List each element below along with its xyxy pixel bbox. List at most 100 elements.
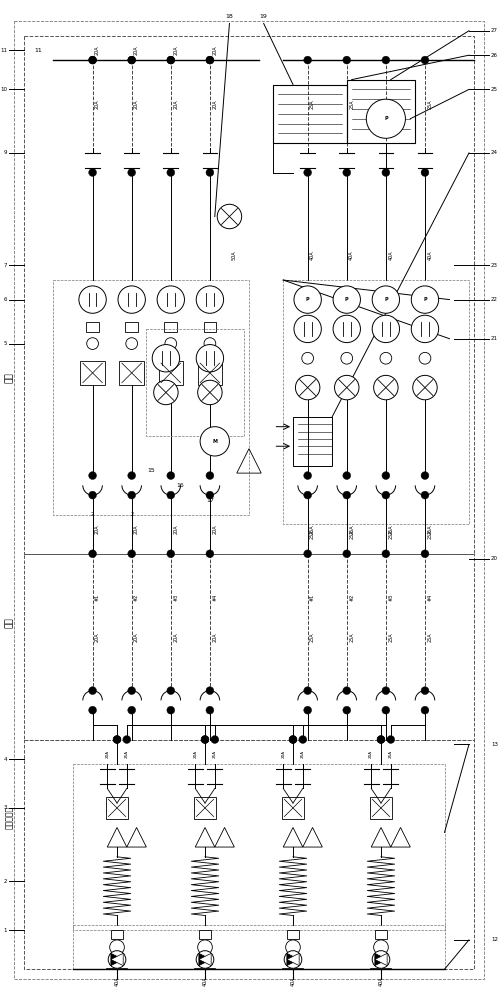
Text: 2: 2 — [91, 512, 94, 517]
Circle shape — [341, 352, 353, 364]
Bar — [375, 930, 387, 939]
Polygon shape — [111, 953, 123, 966]
Text: 20A: 20A — [173, 525, 178, 534]
Text: 25A: 25A — [125, 750, 129, 758]
Circle shape — [289, 736, 297, 743]
Circle shape — [335, 375, 359, 400]
Text: 20A: 20A — [95, 525, 100, 534]
Text: 20A: 20A — [281, 750, 285, 758]
Polygon shape — [287, 953, 299, 966]
Circle shape — [200, 427, 230, 456]
Circle shape — [89, 491, 97, 499]
Text: #1: #1 — [95, 594, 100, 601]
Circle shape — [167, 56, 175, 64]
Text: 2: 2 — [130, 512, 133, 517]
Text: 12: 12 — [491, 937, 498, 942]
Text: 25A: 25A — [388, 529, 393, 539]
Circle shape — [295, 375, 320, 400]
Text: 6: 6 — [3, 297, 7, 302]
Text: 17: 17 — [206, 497, 214, 502]
Bar — [158, 361, 183, 385]
Circle shape — [128, 550, 135, 558]
Text: 20A: 20A — [212, 525, 217, 534]
Circle shape — [167, 706, 175, 714]
Circle shape — [196, 286, 224, 313]
Circle shape — [128, 56, 135, 64]
Text: 25A: 25A — [388, 632, 393, 642]
Text: 20A: 20A — [193, 750, 197, 758]
Text: 40A: 40A — [427, 251, 432, 260]
Text: 25A: 25A — [349, 99, 354, 109]
Circle shape — [382, 706, 390, 714]
Circle shape — [286, 940, 300, 955]
Circle shape — [206, 472, 214, 479]
Text: #4: #4 — [212, 594, 217, 601]
Text: 25A: 25A — [349, 525, 354, 534]
Circle shape — [89, 687, 97, 695]
Text: 20A: 20A — [173, 632, 178, 642]
Circle shape — [201, 736, 209, 743]
Bar — [283, 280, 469, 524]
Text: 25A: 25A — [213, 750, 217, 758]
Bar — [86, 322, 99, 332]
Circle shape — [304, 56, 312, 64]
Bar — [164, 322, 177, 332]
Text: 3: 3 — [3, 805, 7, 810]
Circle shape — [165, 338, 177, 349]
Circle shape — [206, 687, 214, 695]
Circle shape — [382, 472, 390, 479]
Polygon shape — [199, 953, 211, 966]
Circle shape — [128, 706, 135, 714]
Text: 20A: 20A — [173, 45, 178, 55]
Circle shape — [89, 550, 97, 558]
Circle shape — [411, 315, 439, 343]
Text: 7: 7 — [3, 263, 7, 268]
Text: 20A: 20A — [134, 45, 139, 55]
Circle shape — [87, 338, 99, 349]
Circle shape — [382, 491, 390, 499]
Bar — [347, 80, 415, 143]
Circle shape — [89, 706, 97, 714]
Circle shape — [421, 491, 429, 499]
Text: 20A: 20A — [95, 632, 100, 642]
Text: 20A: 20A — [173, 99, 178, 109]
Circle shape — [113, 736, 121, 743]
Text: 20A: 20A — [212, 99, 217, 109]
Bar — [24, 554, 474, 740]
Bar — [111, 930, 123, 939]
Polygon shape — [287, 953, 299, 966]
Text: 25A: 25A — [427, 525, 432, 534]
Circle shape — [206, 56, 214, 64]
Bar — [194, 797, 216, 819]
Circle shape — [304, 169, 312, 176]
Text: 25A: 25A — [427, 632, 432, 642]
Bar — [106, 797, 128, 819]
Text: 11: 11 — [0, 48, 7, 53]
Circle shape — [152, 345, 180, 372]
Text: 23: 23 — [491, 263, 498, 268]
Circle shape — [367, 99, 405, 138]
Circle shape — [343, 687, 351, 695]
Bar — [198, 361, 222, 385]
Circle shape — [128, 169, 135, 176]
Text: P: P — [306, 297, 309, 302]
Text: 25A: 25A — [310, 99, 315, 109]
Circle shape — [196, 345, 224, 372]
Text: 25A: 25A — [310, 632, 315, 642]
Circle shape — [382, 169, 390, 176]
Bar — [53, 280, 249, 515]
Bar — [24, 740, 474, 969]
Text: #2: #2 — [134, 594, 139, 601]
Text: 25A: 25A — [349, 632, 354, 642]
Text: P: P — [345, 297, 349, 302]
Text: 40A: 40A — [378, 977, 383, 986]
Text: 24: 24 — [491, 150, 498, 155]
Text: 20A: 20A — [212, 632, 217, 642]
Bar — [370, 797, 392, 819]
Bar — [146, 329, 244, 436]
Circle shape — [377, 736, 385, 743]
Circle shape — [284, 951, 302, 968]
Circle shape — [198, 380, 222, 405]
Circle shape — [206, 491, 214, 499]
Text: 25A: 25A — [427, 529, 432, 539]
